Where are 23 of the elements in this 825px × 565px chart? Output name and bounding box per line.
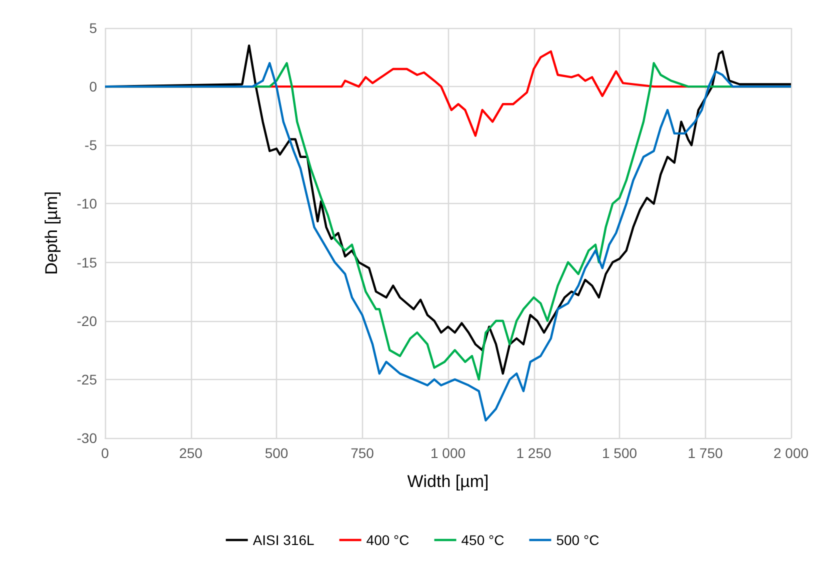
x-tick-label: 0 xyxy=(101,445,110,461)
x-tick-label: 250 xyxy=(179,445,203,461)
x-tick-label: 500 xyxy=(264,445,288,461)
y-tick-label: -25 xyxy=(76,371,98,388)
legend-label: AISI 316L xyxy=(252,532,315,548)
x-tick-label: 2 000 xyxy=(773,445,809,461)
x-axis-title: Width [µm] xyxy=(407,472,489,491)
x-tick-label: 1 500 xyxy=(602,445,638,461)
x-tick-label: 1 000 xyxy=(430,445,466,461)
y-tick-label: -5 xyxy=(84,137,98,154)
y-tick-label: 5 xyxy=(89,20,98,36)
y-tick-label: 0 xyxy=(89,78,98,95)
y-tick-label: -10 xyxy=(76,196,98,212)
legend-label: 500 °C xyxy=(556,532,600,548)
x-tick-label: 1 750 xyxy=(688,445,723,461)
legend-label: 400 °C xyxy=(366,532,410,548)
y-axis-title: Depth [µm] xyxy=(42,191,61,275)
legend-label: 450 °C xyxy=(461,532,504,548)
y-tick-label: -15 xyxy=(76,254,98,270)
x-tick-label: 750 xyxy=(350,445,374,461)
x-tick-label: 1 250 xyxy=(516,445,552,461)
y-tick-label: -20 xyxy=(76,312,98,329)
y-tick-label: -30 xyxy=(76,430,98,446)
